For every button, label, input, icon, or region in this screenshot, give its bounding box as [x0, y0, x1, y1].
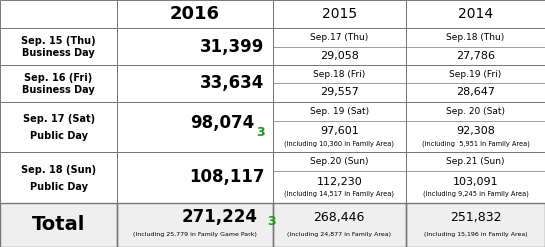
Text: (Including 24,877 in Family Area): (Including 24,877 in Family Area) — [287, 232, 391, 237]
Bar — [406, 203, 545, 247]
Text: (Including  5,951 in Family Area): (Including 5,951 in Family Area) — [422, 140, 529, 147]
Bar — [117, 28, 272, 65]
Bar — [0, 0, 117, 28]
Bar — [272, 152, 406, 203]
Text: 112,230: 112,230 — [317, 177, 362, 186]
Bar — [117, 65, 272, 102]
Text: 92,308: 92,308 — [456, 126, 495, 136]
Text: 108,117: 108,117 — [189, 168, 264, 186]
Text: 33,634: 33,634 — [200, 74, 264, 92]
Text: Business Day: Business Day — [22, 85, 95, 95]
Text: Sep.20 (Sun): Sep.20 (Sun) — [310, 157, 368, 166]
Text: (Including 15,196 in Family Area): (Including 15,196 in Family Area) — [423, 232, 528, 237]
Text: Sep. 19 (Sat): Sep. 19 (Sat) — [310, 107, 369, 116]
Bar — [406, 65, 545, 102]
Bar — [0, 65, 117, 102]
Text: 29,058: 29,058 — [320, 51, 359, 61]
Text: Sep. 16 (Fri): Sep. 16 (Fri) — [25, 73, 93, 83]
Text: 2014: 2014 — [458, 7, 493, 21]
Text: 31,399: 31,399 — [200, 38, 264, 56]
Bar — [0, 102, 117, 152]
Text: (Including 10,360 in Family Area): (Including 10,360 in Family Area) — [284, 140, 394, 147]
Text: (Including 25,779 in Family Game Park): (Including 25,779 in Family Game Park) — [133, 232, 257, 237]
Bar — [406, 102, 545, 152]
Text: 2015: 2015 — [322, 7, 357, 21]
Text: Sep. 17 (Sat): Sep. 17 (Sat) — [22, 114, 95, 124]
Text: Total: Total — [32, 215, 85, 234]
Text: 98,074: 98,074 — [190, 114, 255, 132]
Bar — [406, 28, 545, 65]
Bar — [0, 203, 117, 247]
Bar — [117, 203, 272, 247]
Text: 268,446: 268,446 — [313, 211, 365, 224]
Bar — [406, 203, 545, 247]
Text: 2016: 2016 — [170, 5, 220, 23]
Text: Public Day: Public Day — [29, 182, 88, 192]
Bar — [272, 203, 406, 247]
Text: Sep.19 (Fri): Sep.19 (Fri) — [450, 70, 501, 79]
Bar — [272, 203, 406, 247]
Text: 3: 3 — [256, 126, 264, 139]
Bar — [272, 65, 406, 102]
Bar — [117, 152, 272, 203]
Bar — [406, 152, 545, 203]
Text: (Including 9,245 in Family Area): (Including 9,245 in Family Area) — [422, 191, 529, 197]
Text: 97,601: 97,601 — [320, 126, 359, 136]
Text: 271,224: 271,224 — [182, 208, 258, 226]
Bar — [117, 0, 272, 28]
Text: Sep.18 (Thu): Sep.18 (Thu) — [446, 33, 505, 42]
Text: (Including 14,517 in Family Area): (Including 14,517 in Family Area) — [284, 191, 394, 197]
Text: Public Day: Public Day — [29, 131, 88, 141]
Text: Sep. 18 (Sun): Sep. 18 (Sun) — [21, 165, 96, 175]
Bar — [272, 102, 406, 152]
Bar — [0, 203, 117, 247]
Text: 27,786: 27,786 — [456, 51, 495, 61]
Text: Business Day: Business Day — [22, 48, 95, 58]
Bar — [272, 28, 406, 65]
Bar — [0, 152, 117, 203]
Text: Sep. 15 (Thu): Sep. 15 (Thu) — [21, 36, 96, 46]
Text: Sep. 20 (Sat): Sep. 20 (Sat) — [446, 107, 505, 116]
Bar — [117, 102, 272, 152]
Text: 29,557: 29,557 — [320, 87, 359, 97]
Bar — [272, 0, 406, 28]
Text: 3: 3 — [268, 215, 276, 228]
Text: 251,832: 251,832 — [450, 211, 501, 224]
Text: Sep.17 (Thu): Sep.17 (Thu) — [310, 33, 368, 42]
Bar — [0, 28, 117, 65]
Text: 103,091: 103,091 — [453, 177, 498, 186]
Bar — [117, 203, 272, 247]
Bar — [0, 203, 545, 247]
Bar — [406, 0, 545, 28]
Text: Sep.21 (Sun): Sep.21 (Sun) — [446, 157, 505, 166]
Text: Sep.18 (Fri): Sep.18 (Fri) — [313, 70, 365, 79]
Text: 28,647: 28,647 — [456, 87, 495, 97]
